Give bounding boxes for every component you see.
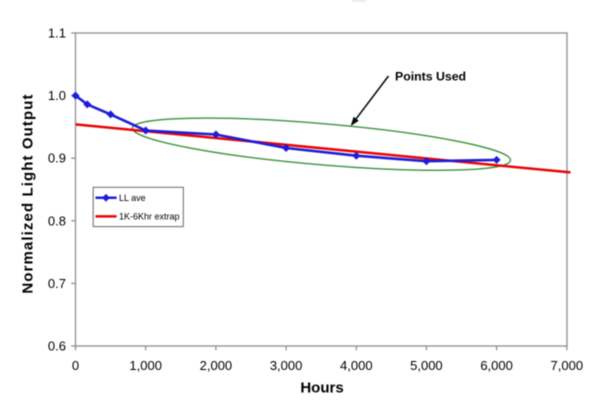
svg-text:LL ave: LL ave: [119, 193, 146, 203]
svg-text:1.1: 1.1: [48, 26, 66, 41]
svg-text:Hours: Hours: [300, 380, 343, 397]
svg-text:Normalized Light Output: Normalized Light Output: [20, 93, 37, 293]
svg-text:Points Used: Points Used: [395, 69, 466, 83]
svg-text:0.6: 0.6: [48, 339, 66, 354]
svg-text:1.0: 1.0: [48, 88, 66, 103]
svg-text:2,000: 2,000: [200, 358, 233, 373]
svg-text:0.8: 0.8: [48, 213, 66, 228]
svg-text:3,000: 3,000: [270, 358, 303, 373]
svg-text:1K-6Khr extrap: 1K-6Khr extrap: [119, 212, 180, 222]
svg-text:6,000: 6,000: [480, 358, 513, 373]
svg-text:5,000: 5,000: [410, 358, 443, 373]
svg-text:4,000: 4,000: [340, 358, 373, 373]
svg-text:0: 0: [72, 358, 79, 373]
svg-text:1,000: 1,000: [129, 358, 162, 373]
svg-text:0.9: 0.9: [48, 151, 66, 166]
svg-text:0.7: 0.7: [48, 276, 66, 291]
svg-text:7,000: 7,000: [551, 358, 584, 373]
